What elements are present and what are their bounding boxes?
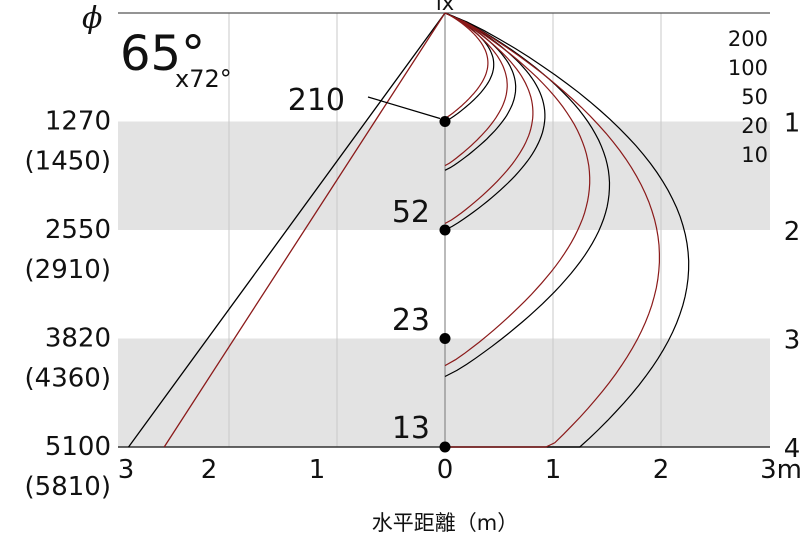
diameter-alt-value: (4360): [25, 364, 111, 394]
iso-lux-curve-red-100: [444, 12, 508, 167]
beam-angle-label: 65°: [120, 26, 205, 82]
iso-lux-curve-red-10: [444, 12, 660, 448]
center-dot-3: [439, 333, 451, 344]
diameter-value: 3820: [45, 324, 111, 354]
center-points: [367, 96, 451, 453]
iso-lux-legend-item: 100: [728, 56, 768, 80]
beam-line-2: [163, 12, 446, 448]
center-illuminance-label: 23: [392, 303, 430, 338]
distance-band-1: [118, 121, 770, 230]
distance-tick-label: 2: [784, 217, 801, 247]
chart-labels: ϕ 65°x72° lx 1270 (1450) 2550 (2910) 3820 (4360)…: [25, 0, 802, 535]
center-illuminance-label: 52: [392, 195, 430, 230]
iso-lux-curve-red-50: [444, 12, 534, 225]
x-axis-title: 水平距離（m）: [372, 511, 518, 535]
distance-tick-label: 4: [784, 434, 801, 464]
iso-lux-legend-item: 200: [728, 27, 768, 51]
beam-angle-lines: [128, 12, 446, 448]
phi-symbol: ϕ: [82, 1, 102, 36]
iso-lux-curve-red-200: [444, 12, 489, 119]
center-illuminance-label: 13: [392, 411, 430, 446]
iso-lux-legend-item: 50: [741, 85, 768, 109]
center-dot-2: [439, 224, 451, 236]
x-tick-label: 1: [545, 455, 562, 485]
iso-lux-curve-red-20: [444, 12, 591, 367]
diameter-value: 2550: [45, 215, 111, 245]
iso-lux-legend-item: 20: [741, 114, 768, 138]
center-dot-4: [439, 441, 451, 453]
x-tick-label: 3m: [760, 455, 802, 485]
x-tick-label: 0: [437, 455, 454, 485]
distance-bands: [118, 121, 770, 447]
center-illuminance-label: 210: [288, 83, 345, 118]
leader-line: [367, 96, 441, 120]
diameter-value: 5100: [45, 432, 111, 462]
x-tick-label: 2: [201, 455, 218, 485]
diameter-alt-value: (1450): [25, 147, 111, 177]
diameter-alt-value: (2910): [25, 255, 111, 285]
field-angle-label: x72°: [175, 65, 232, 93]
iso-lux-curves: [444, 12, 690, 448]
beam-line-1: [128, 12, 446, 448]
x-tick-label: 3: [118, 455, 135, 485]
distance-tick-label: 3: [784, 326, 801, 356]
center-dot-1: [439, 116, 451, 127]
grid-lines: [228, 13, 662, 447]
x-tick-label: 1: [309, 455, 326, 485]
iso-lux-legend-item: 10: [741, 143, 768, 167]
distance-band-2: [118, 338, 770, 447]
lx-unit-label: lx: [436, 0, 454, 15]
diameter-alt-value: (5810): [25, 472, 111, 502]
x-tick-label: 2: [653, 455, 670, 485]
iso-lux-curve-10: [444, 12, 690, 448]
diameter-value: 1270: [45, 107, 111, 137]
distance-tick-label: 1: [784, 109, 801, 139]
